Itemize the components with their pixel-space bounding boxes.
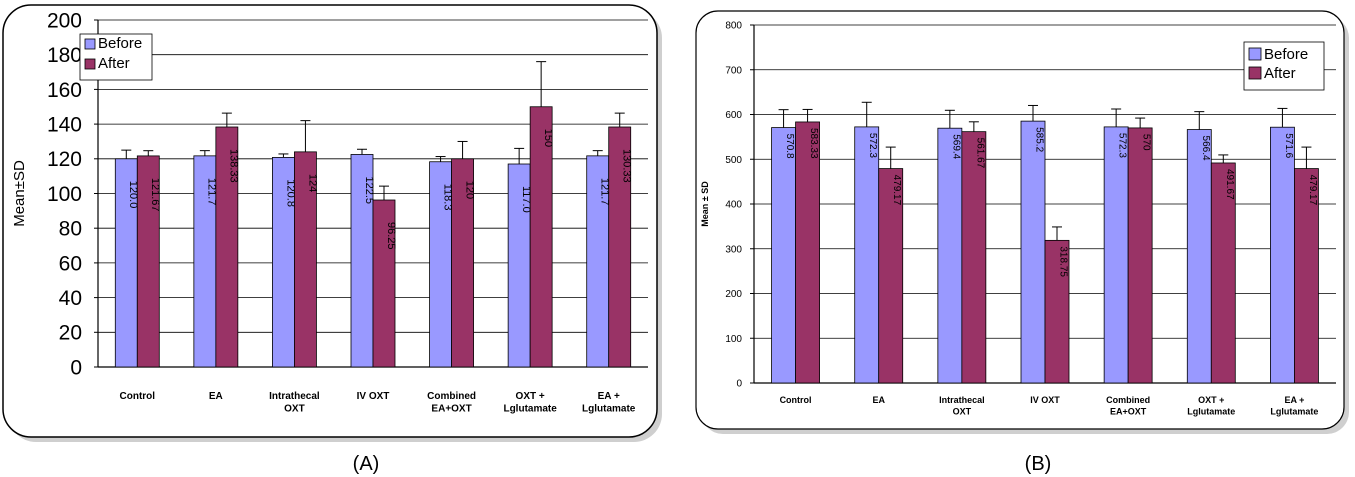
bar-before: [1020, 120, 1046, 384]
data-label: 570.8: [784, 134, 795, 159]
data-label: 491.67: [1224, 169, 1235, 200]
bar-before: [937, 127, 963, 384]
y-tick-label: 400: [725, 200, 742, 211]
y-tick-label: 100: [47, 183, 82, 206]
legend: Before After: [1243, 41, 1325, 91]
data-label: 479.17: [891, 175, 902, 206]
y-tick-label: 140: [47, 113, 82, 136]
data-label: 124: [306, 174, 318, 192]
bar-before: [1270, 126, 1295, 384]
data-label: 583.33: [808, 128, 819, 159]
y-tick-label: 200: [47, 9, 82, 32]
y-tick-label: 0: [70, 356, 82, 379]
data-label: 118.3: [441, 184, 453, 211]
category-label: Control: [780, 395, 812, 405]
legend-label-after: After: [1264, 65, 1296, 82]
y-tick-label: 0: [736, 379, 742, 390]
data-label: 130.33: [621, 149, 633, 183]
bar-before: [771, 127, 796, 384]
data-label: 561.67: [974, 138, 985, 169]
panel-a: 0 20 40 60 80 100 120 140 160 180 200 Mean±SD 120.0 1…: [2, 4, 662, 475]
data-label: 121.7: [599, 178, 611, 206]
data-label: 566.4: [1200, 136, 1211, 161]
panel-a-frame: [2, 4, 658, 438]
data-label: 121.7: [206, 178, 218, 206]
panel-a-caption: (A): [353, 453, 380, 475]
bar-after: [961, 131, 987, 384]
panel-b-plot: 0 100 200 300 400 500 600 700 800 Mean ± SD 570.8 5…: [700, 21, 1336, 416]
category-label: EA + Lglutamate: [582, 391, 636, 415]
y-axis-label: Mean±SD: [11, 160, 28, 227]
category-label: EA: [872, 395, 885, 405]
data-label: 585.2: [1034, 127, 1045, 152]
category-label: OXT + Lglutamate: [1187, 395, 1235, 416]
bar-before: [1186, 129, 1212, 384]
data-label: 117.0: [520, 186, 532, 213]
category-label: IV OXT: [357, 391, 390, 402]
data-label: 120: [463, 181, 475, 199]
y-tick-label: 800: [725, 21, 742, 32]
category-label: IV OXT: [1030, 395, 1060, 405]
y-tick-label: 160: [47, 79, 82, 102]
legend-label-before: Before: [1264, 46, 1308, 63]
data-label: 150: [542, 129, 554, 147]
y-tick-label: 100: [725, 334, 742, 345]
legend-label-before: Before: [98, 35, 142, 52]
data-label: 120.8: [284, 179, 296, 207]
category-label: Combined EA+OXT: [427, 391, 476, 415]
panel-a-plot: 0 20 40 60 80 100 120 140 160 180 200 Mean±SD 120.0 1…: [11, 9, 648, 415]
data-label: 121.67: [149, 178, 161, 212]
category-label: EA: [209, 391, 223, 402]
y-tick-label: 500: [725, 155, 742, 166]
y-axis-label: Mean ± SD: [700, 181, 710, 227]
panel-b-caption: (B): [1025, 453, 1052, 475]
bar-after: [795, 121, 820, 384]
category-label: Combined EA+OXT: [1106, 395, 1150, 416]
bar-before: [1103, 126, 1129, 384]
data-label: 572.3: [1117, 133, 1128, 158]
category-label: Control: [120, 391, 156, 402]
y-tick-label: 20: [59, 322, 82, 345]
data-label: 479.17: [1307, 175, 1318, 206]
data-label: 570: [1141, 134, 1152, 151]
category-label: OXT + Lglutamate: [503, 391, 557, 415]
y-tick-label: 40: [59, 287, 82, 310]
legend-swatch-after: [84, 58, 96, 70]
category-label: EA + Lglutamate: [1270, 395, 1318, 416]
bar-after: [1210, 162, 1236, 384]
legend-label-after: After: [98, 55, 130, 72]
legend-swatch-after: [1248, 66, 1262, 80]
data-label: 96.25: [385, 222, 397, 250]
panel-b: 0 100 200 300 400 500 600 700 800 Mean ± SD 570.8 5…: [695, 10, 1349, 475]
data-label: 571.6: [1283, 133, 1294, 158]
bar-after: [878, 168, 904, 384]
category-label: Intrathecal OXT: [939, 395, 985, 416]
y-tick-label: 120: [47, 148, 82, 171]
y-tick-label: 200: [725, 289, 742, 300]
data-label: 122.5: [363, 176, 375, 204]
bar-after: [1044, 239, 1070, 384]
y-tick-label: 700: [725, 65, 742, 76]
data-label: 138.33: [228, 149, 240, 183]
legend: Before After: [79, 33, 153, 81]
data-label: 120.0: [127, 181, 139, 209]
bar-before: [854, 126, 880, 384]
legend-swatch-before: [1248, 47, 1262, 61]
y-tick-label: 60: [59, 252, 82, 275]
bar-after: [1127, 127, 1153, 384]
data-label: 569.4: [950, 134, 961, 159]
y-tick-label: 80: [59, 218, 82, 241]
data-label: 318.75: [1058, 246, 1069, 277]
data-label: 572.3: [867, 133, 878, 158]
legend-swatch-before: [84, 38, 96, 50]
y-tick-label: 300: [725, 244, 742, 255]
y-tick-label: 600: [725, 110, 742, 121]
y-tick-label: 180: [47, 44, 82, 67]
category-label: Intrathecal OXT: [269, 391, 320, 415]
